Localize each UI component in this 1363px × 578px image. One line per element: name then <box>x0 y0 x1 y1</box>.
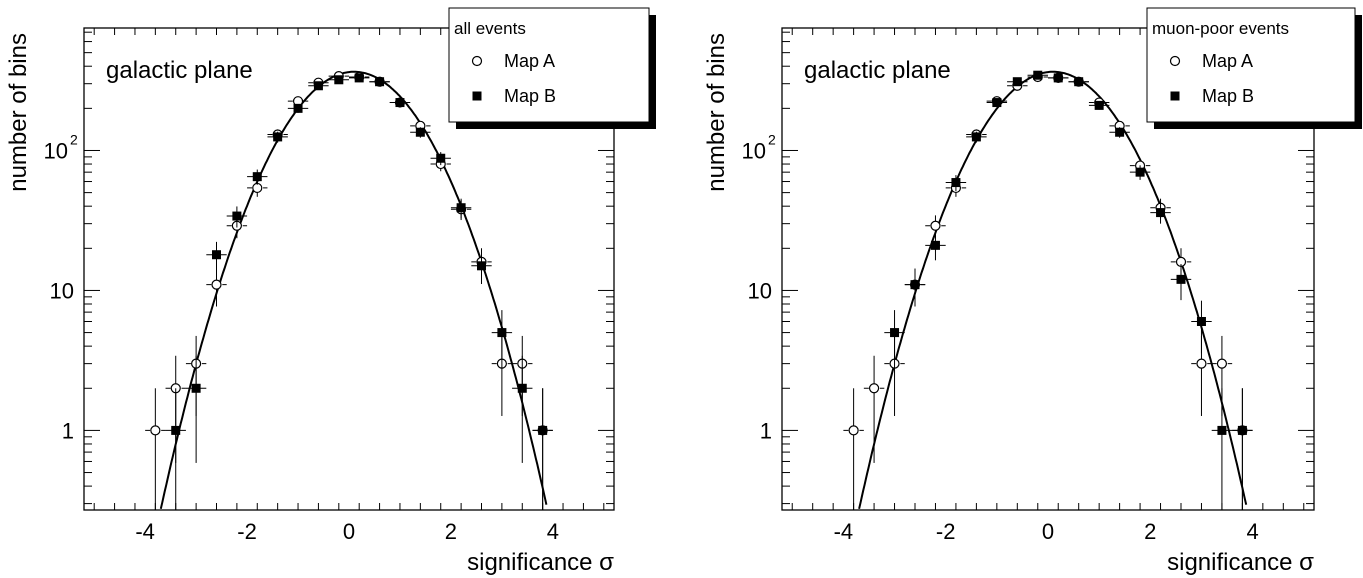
legend-entry-label: Map B <box>1202 86 1254 106</box>
data-point-map-b <box>477 261 486 271</box>
data-point-map-b <box>334 75 344 85</box>
data-point-map-b <box>930 240 940 250</box>
data-point-map-b <box>232 211 242 221</box>
data-point-map-b <box>354 73 364 83</box>
data-point-map-a <box>930 220 941 231</box>
y-tick-label: 10 <box>50 278 74 303</box>
data-point-map-a <box>848 425 859 436</box>
x-axis-title: significance σ <box>467 549 614 576</box>
y-tick-label: 1 <box>760 418 772 443</box>
data-point-map-b <box>1012 77 1022 87</box>
legend-marker-map-b <box>472 91 482 101</box>
data-point-map-b <box>252 172 262 182</box>
legend-title: muon-poor events <box>1152 19 1289 38</box>
data-point-map-b <box>1033 70 1043 80</box>
data-point-map-b <box>191 383 201 393</box>
data-point-map-b <box>212 250 221 260</box>
plot-frame <box>781 27 1315 511</box>
data-point-map-b <box>951 178 961 188</box>
x-tick-label: 4 <box>1246 519 1258 544</box>
annotation-galactic-plane: galactic plane <box>106 57 253 84</box>
x-tick-label: 4 <box>547 519 559 544</box>
x-tick-label: -2 <box>237 519 257 544</box>
data-point-map-a <box>252 182 263 194</box>
data-point-map-b <box>497 328 507 338</box>
data-point-map-b <box>1053 73 1063 83</box>
data-point-map-b <box>1074 77 1084 87</box>
data-point-map-a <box>150 425 161 436</box>
data-point-map-b <box>1176 274 1186 284</box>
legend-box <box>448 7 650 123</box>
data-point-map-b <box>517 383 527 393</box>
data-point-map-b <box>890 328 900 338</box>
data-point-map-b <box>395 98 405 108</box>
y-tick-exponent: 2 <box>70 131 78 147</box>
x-tick-label: -2 <box>936 519 956 544</box>
data-point-map-b <box>538 425 548 435</box>
x-axis-title: significance σ <box>1167 549 1314 576</box>
data-point-map-b <box>171 425 181 435</box>
y-tick-label: 10 <box>742 138 766 163</box>
y-tick-label: 1 <box>62 418 74 443</box>
x-tick-label: 0 <box>343 519 355 544</box>
data-point-map-b <box>1135 167 1145 177</box>
data-point-map-a <box>1196 358 1207 369</box>
data-point-map-b <box>1196 316 1206 326</box>
y-tick-exponent: 2 <box>768 131 776 147</box>
data-point-map-b <box>1237 425 1247 435</box>
y-tick-label: 10 <box>44 138 68 163</box>
y-axis-title: number of bins <box>5 33 32 192</box>
legend-box <box>1146 7 1356 123</box>
data-point-map-b <box>1115 127 1125 137</box>
data-point-map-b <box>992 98 1002 108</box>
legend-entry-label: Map A <box>504 51 555 71</box>
legend: all events Map A Map B <box>448 7 656 129</box>
fit-curve <box>159 70 548 510</box>
legend-entry-label: Map A <box>1202 51 1253 71</box>
data-point-map-b <box>1094 100 1104 110</box>
x-tick-label: 0 <box>1042 519 1054 544</box>
data-point-map-a <box>868 383 880 394</box>
data-point-map-b <box>1217 425 1227 435</box>
x-tick-label: 2 <box>445 519 457 544</box>
legend-title: all events <box>454 19 526 38</box>
plot-frame <box>83 27 615 511</box>
legend-marker-map-a <box>471 55 483 67</box>
y-tick-label: 10 <box>748 278 772 303</box>
data-point-map-b <box>415 127 425 137</box>
series-map-b <box>884 70 1253 510</box>
data-point-map-b <box>375 77 385 87</box>
data-point-map-a <box>211 279 222 290</box>
legend-marker-map-b <box>1170 91 1180 101</box>
data-point-map-b <box>293 103 303 113</box>
data-point-map-b <box>456 203 466 213</box>
fit-curve <box>858 70 1248 510</box>
legend-entry-label: Map B <box>504 86 556 106</box>
data-point-map-b <box>436 153 446 163</box>
y-axis-title: number of bins <box>703 33 730 192</box>
x-tick-label: -4 <box>834 519 854 544</box>
x-tick-label: -4 <box>135 519 155 544</box>
data-point-map-b <box>313 81 323 91</box>
data-point-map-b <box>910 280 920 290</box>
x-tick-label: 2 <box>1144 519 1156 544</box>
data-point-map-b <box>971 132 981 142</box>
data-point-map-a <box>1216 358 1228 369</box>
annotation-galactic-plane: galactic plane <box>804 57 951 84</box>
legend-marker-map-a <box>1169 55 1181 67</box>
series-map-b <box>165 73 553 510</box>
data-point-map-b <box>1156 208 1166 218</box>
data-point-map-b <box>273 132 283 142</box>
legend: muon-poor events Map A Map B <box>1146 7 1362 129</box>
